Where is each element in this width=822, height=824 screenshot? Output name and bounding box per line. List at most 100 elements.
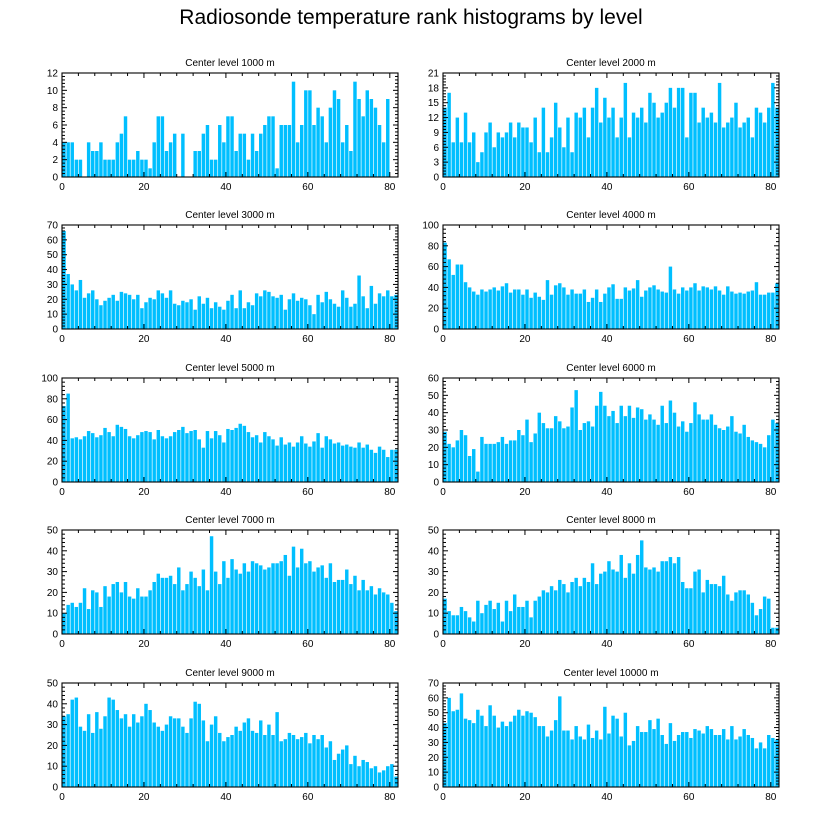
histogram-bar (390, 764, 394, 787)
histogram-bar (578, 293, 582, 329)
y-tick-label: 30 (47, 567, 59, 578)
y-tick-label: 0 (52, 478, 58, 489)
panel-7: Center level 7000 m 0 20 40 60 80 0 10 20 30 40 50 (47, 515, 399, 650)
histogram-bar (476, 294, 480, 329)
histogram-bar (279, 437, 283, 482)
histogram-bar (656, 718, 660, 787)
y-tick-label: 0 (433, 325, 439, 336)
y-tick-label: 30 (428, 738, 440, 749)
y-tick-label: 21 (428, 69, 440, 80)
histogram-bar (533, 292, 537, 329)
histogram-bar (611, 107, 615, 177)
histogram-bar (119, 291, 124, 329)
histogram-bar (668, 557, 673, 634)
histogram-bar (619, 405, 623, 482)
histogram-bar (353, 755, 357, 787)
histogram-bar (742, 293, 746, 329)
histogram-bar (734, 102, 738, 177)
histogram-bar (623, 82, 628, 177)
histogram-bar (762, 294, 767, 329)
histogram-bar (758, 443, 763, 482)
histogram-bar (640, 107, 644, 177)
histogram-bar (295, 739, 300, 787)
histogram-bar (230, 559, 234, 634)
y-tick-label: 70 (47, 221, 59, 232)
histogram-bar (701, 419, 705, 482)
histogram-bar (123, 428, 128, 482)
histogram-bar (570, 582, 574, 634)
histogram-bar (463, 611, 468, 634)
histogram-bar (218, 584, 222, 634)
histogram-bar (492, 287, 496, 329)
histogram-bar (254, 293, 259, 329)
histogram-bar (181, 300, 185, 329)
histogram-bar (386, 594, 390, 634)
histogram-bar (234, 308, 238, 329)
histogram-bar (726, 286, 730, 329)
histogram-bar (209, 724, 214, 787)
histogram-bar (762, 122, 767, 177)
histogram-bar (160, 436, 165, 482)
histogram-bar (676, 87, 681, 177)
histogram-bar (451, 447, 455, 482)
histogram-bar (463, 282, 468, 329)
histogram-bar (353, 81, 357, 177)
histogram-bar (754, 748, 759, 787)
histogram-bar (70, 142, 74, 177)
histogram-bar (201, 720, 206, 787)
histogram-bar (529, 297, 533, 329)
histogram-bar (107, 697, 111, 787)
histogram-bar (189, 299, 193, 329)
histogram-bar (299, 125, 304, 177)
histogram-bar (476, 471, 480, 482)
histogram-bar (230, 735, 234, 787)
x-tick-label: 0 (59, 334, 65, 345)
histogram-bar (504, 283, 509, 329)
histogram-bar (627, 290, 632, 329)
histogram-bar (394, 294, 398, 329)
y-tick-label: 0 (433, 783, 439, 794)
histogram-bar (66, 604, 70, 634)
histogram-bar (721, 294, 726, 329)
histogram-bar (308, 446, 312, 482)
histogram-bar (480, 289, 484, 329)
histogram-bar (521, 715, 525, 787)
histogram-bar (672, 412, 677, 482)
y-tick-label: 50 (428, 708, 440, 719)
histogram-bar (472, 621, 476, 634)
y-tick-label: 20 (428, 443, 440, 454)
histogram-bar (295, 442, 300, 482)
histogram-bar (304, 563, 308, 634)
histogram-bar (213, 159, 218, 177)
x-tick-label: 80 (765, 487, 777, 498)
histogram-bar (480, 152, 484, 177)
histogram-bar (750, 440, 755, 482)
histogram-bar (705, 287, 710, 329)
histogram-bar (259, 133, 263, 177)
histogram-bar (119, 133, 124, 177)
histogram-bar (713, 424, 718, 482)
histogram-bar (742, 122, 746, 177)
histogram-bar (189, 718, 193, 787)
histogram-bar (238, 573, 242, 634)
histogram-bar (82, 297, 87, 329)
histogram-bar (164, 724, 169, 787)
x-tick-label: 80 (384, 792, 396, 803)
y-tick-label: 20 (47, 741, 59, 752)
histogram-bar (172, 303, 177, 329)
histogram-bar (742, 424, 746, 482)
histogram-bar (709, 289, 714, 329)
histogram-bar (357, 766, 361, 787)
histogram-bar (365, 444, 369, 482)
histogram-bar (127, 159, 132, 177)
x-tick-label: 80 (765, 792, 777, 803)
histogram-bar (730, 600, 734, 634)
histogram-bar (152, 142, 156, 177)
histogram-bar (545, 280, 550, 329)
histogram-bar (209, 536, 214, 634)
histogram-bar (324, 291, 329, 329)
histogram-bar (599, 391, 603, 482)
histogram-bar (189, 571, 193, 634)
histogram-bar (607, 117, 611, 177)
histogram-bar (74, 437, 79, 482)
